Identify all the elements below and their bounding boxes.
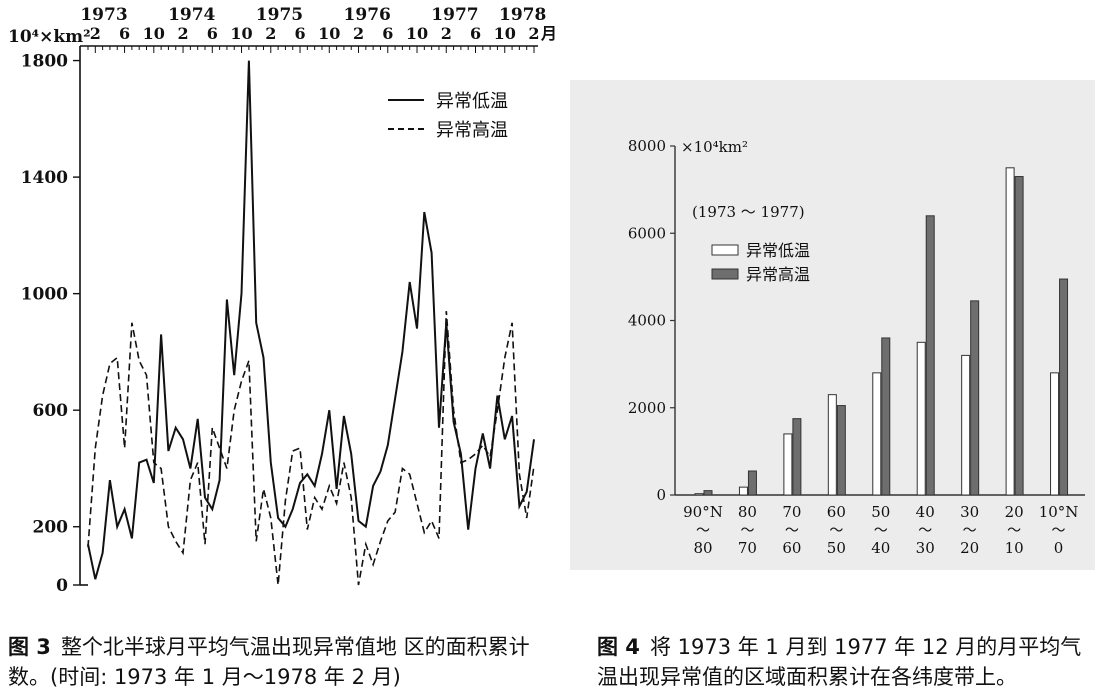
month-label: 2	[528, 24, 539, 43]
category-bottom-label: 30	[916, 539, 935, 557]
year-label: 1978	[499, 5, 546, 25]
legend-label: 异常高温	[746, 265, 810, 284]
figure-4-chart: 0 2000 4000 6000 8000 ×10⁴km² (1973 ～ 1977) 异常低…	[570, 80, 1095, 570]
year-label: 1977	[431, 5, 478, 25]
month-label: 2	[441, 24, 452, 43]
legend-label: 异常低温	[436, 91, 508, 112]
y-tick-label: 6000	[628, 224, 666, 242]
bar-low-temp	[827, 394, 837, 496]
series-line-low-temp	[87, 60, 535, 580]
category-top-label: 40	[916, 503, 935, 521]
figure-4-number: 图 4	[597, 635, 640, 659]
category-tilde: ～	[1052, 523, 1066, 539]
category-top-label: 60	[827, 503, 846, 521]
category-tilde: ～	[785, 523, 799, 539]
category-bottom-label: 70	[738, 539, 757, 557]
bar-low-temp	[1050, 372, 1060, 496]
bar-high-temp	[747, 470, 757, 496]
legend-label: 异常高温	[436, 120, 508, 141]
category-bottom-label: 60	[782, 539, 801, 557]
category-tilde: ～	[1007, 523, 1021, 539]
category-bottom-label: 50	[827, 539, 846, 557]
month-label: 6	[119, 24, 130, 43]
y-tick-label: 4000	[628, 312, 666, 330]
y-unit-label: ×10⁴km²	[681, 138, 748, 156]
category-tilde: ～	[696, 523, 710, 539]
bar-high-temp	[1059, 278, 1069, 496]
year-label: 1975	[256, 5, 303, 25]
year-label: 1973	[80, 5, 127, 25]
y-unit-label: 10⁴×km²	[8, 27, 91, 47]
bar-high-temp	[836, 405, 846, 496]
year-label: 1976	[344, 5, 391, 25]
category-top-label: 70	[782, 503, 801, 521]
y-tick-label: 2000	[628, 399, 666, 417]
y-tick-label: 1800	[21, 52, 68, 72]
month-label: 10	[143, 24, 165, 43]
month-label: 2	[177, 24, 188, 43]
month-label: 6	[294, 24, 305, 43]
category-bottom-label: 80	[693, 539, 712, 557]
category-top-label: 10°N	[1039, 503, 1079, 521]
category-bottom-label: 0	[1054, 539, 1064, 557]
y-tick-label: 1400	[21, 168, 68, 188]
month-label: 6	[470, 24, 481, 43]
bar-low-temp	[783, 433, 793, 496]
y-tick-label: 200	[33, 518, 69, 538]
category-top-label: 50	[871, 503, 890, 521]
category-bottom-label: 40	[871, 539, 890, 557]
bar-low-temp	[1005, 167, 1015, 496]
month-label: 2	[90, 24, 101, 43]
legend-label: 异常低温	[746, 241, 810, 260]
series-line-high-temp	[87, 311, 535, 586]
bar-high-temp	[792, 418, 802, 496]
y-tick-label: 0	[56, 576, 68, 596]
month-label: 10	[406, 24, 428, 43]
category-tilde: ～	[918, 523, 932, 539]
legend-swatch	[711, 268, 739, 280]
category-top-label: 30	[960, 503, 979, 521]
figure-4-caption-text: 将 1973 年 1 月到 1977 年 12 月的月平均气温出现异常值的区域面…	[597, 635, 1082, 689]
month-label: 6	[207, 24, 218, 43]
y-tick-label: 1000	[21, 285, 68, 305]
category-tilde: ～	[963, 523, 977, 539]
bar-low-temp	[961, 354, 971, 496]
category-top-label: 20	[1005, 503, 1024, 521]
bar-high-temp	[925, 215, 935, 496]
bar-high-temp	[1014, 176, 1024, 496]
month-unit: 月	[540, 24, 557, 43]
bar-low-temp	[916, 341, 926, 496]
category-bottom-label: 20	[960, 539, 979, 557]
month-label: 6	[382, 24, 393, 43]
figure-3-caption-text: 整个北半球月平均气温出现异常值地 区的面积累计数。(时间: 1973 年 1 月…	[8, 635, 530, 689]
figure-3-number: 图 3	[8, 635, 51, 659]
legend-swatch	[711, 244, 739, 256]
category-tilde: ～	[829, 523, 843, 539]
chart-subtitle: (1973 ～ 1977)	[692, 203, 805, 221]
bar-high-temp	[703, 490, 713, 496]
month-label: 2	[353, 24, 364, 43]
category-tilde: ～	[874, 523, 888, 539]
bar-low-temp	[694, 493, 704, 496]
bar-low-temp	[872, 372, 882, 496]
category-top-label: 80	[738, 503, 757, 521]
bar-low-temp	[738, 486, 748, 496]
month-label: 2	[265, 24, 276, 43]
bar-high-temp	[881, 337, 891, 496]
month-label: 10	[318, 24, 340, 43]
y-tick-label: 0	[656, 486, 666, 504]
month-label: 10	[494, 24, 516, 43]
figure-3-caption: 图 3 整个北半球月平均气温出现异常值地 区的面积累计数。(时间: 1973 年 …	[8, 632, 548, 692]
category-bottom-label: 10	[1005, 539, 1024, 557]
month-label: 10	[230, 24, 252, 43]
y-tick-label: 8000	[628, 137, 666, 155]
year-label: 1974	[168, 5, 215, 25]
category-top-label: 90°N	[683, 503, 723, 521]
category-tilde: ～	[740, 523, 754, 539]
bar-high-temp	[970, 300, 980, 496]
y-tick-label: 600	[33, 401, 69, 421]
